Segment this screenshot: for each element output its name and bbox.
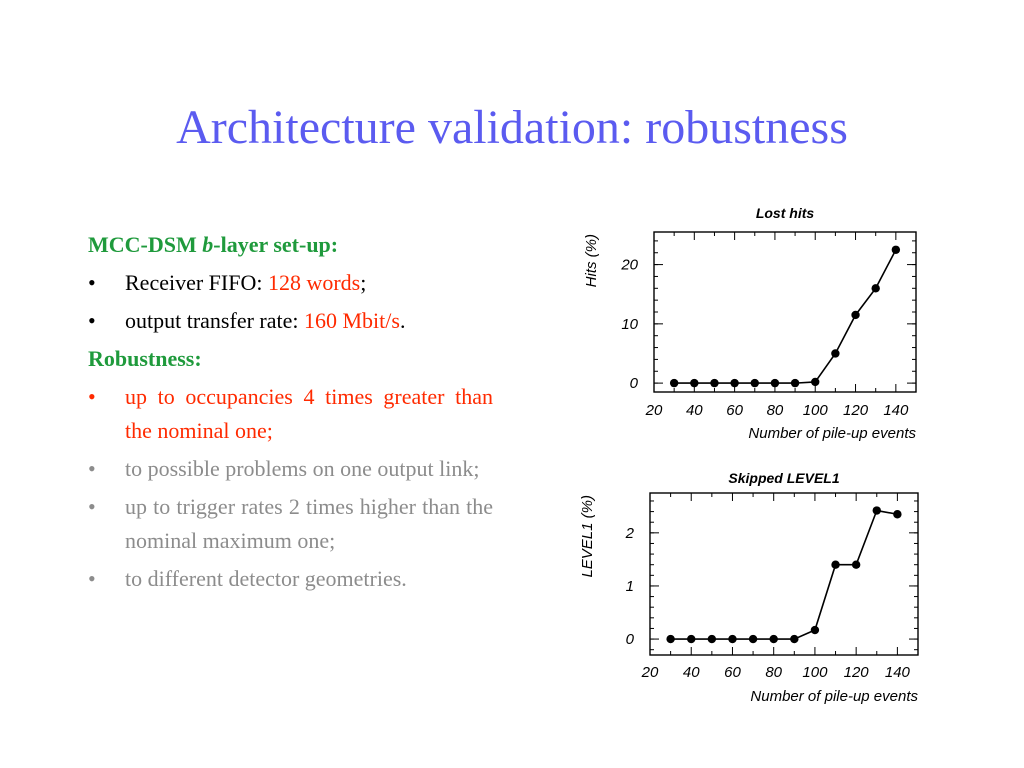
bullet-dot: • [88,308,96,333]
fifo-bullet: • Receiver FIFO: 128 words; [88,266,493,300]
y-tick-label: 1 [626,578,634,595]
data-point [690,378,699,388]
y-axis-label: LEVEL1 (%) [579,495,596,578]
data-point [748,634,758,644]
chart-title: Skipped LEVEL1 [728,470,839,486]
data-point [790,378,800,388]
chart-title: Lost hits [756,205,815,221]
data-point [710,378,719,388]
x-tick-label: 120 [844,664,870,681]
data-point [831,560,840,569]
robust-item-output-link: • to possible problems on one output link… [88,452,493,486]
data-point [831,349,840,358]
fifo-end: ; [360,270,367,295]
data-point [851,560,861,569]
x-tick-label: 60 [726,402,743,419]
bullet-dot: • [88,456,96,481]
plot-frame [653,231,917,393]
x-tick-label: 120 [843,402,869,419]
skipped-level1-chart: Skipped LEVEL1 20 40 60 80 100 120 140 0 1 2 Number… [579,470,919,705]
y-tick-label: 0 [626,631,635,648]
x-tick-label: 80 [765,664,782,681]
robust-item-text: up to occupancies 4 times greater than t… [125,384,493,443]
series-line [674,249,897,384]
y-tick-label: 2 [625,525,635,542]
setup-heading-b: b [202,232,214,257]
setup-heading: MCC-DSM b-layer set-up: [88,228,493,262]
robust-item-text: to possible problems on one output link; [125,456,480,481]
robust-item-text: to different detector geometries. [125,566,407,591]
x-tick-label: 60 [724,664,741,681]
x-tick-label: 80 [767,402,784,419]
data-point [810,625,820,635]
robustness-heading: Robustness: [88,346,202,371]
rate-bullet: • output transfer rate: 160 Mbit/s. [88,304,493,338]
rate-end: . [399,308,406,333]
data-point [893,510,902,519]
x-axis-label: Number of pile-up events [748,425,916,442]
rate-value: 160 Mbit/s [304,308,400,333]
y-tick-label: 0 [630,375,639,392]
data-point [669,378,679,388]
slide-title: Architecture validation: robustness [176,101,848,154]
setup-heading-pre: MCC-DSM [88,232,203,257]
y-tick-label: 10 [621,316,638,333]
data-point [707,634,717,644]
fifo-value: 128 words [267,270,361,295]
data-point [871,284,880,293]
data-point [872,506,881,515]
content-column: MCC-DSM b-layer set-up: • Receiver FIFO: … [88,228,493,596]
data-point [750,378,759,388]
bullet-dot: • [88,494,96,519]
x-tick-label: 20 [645,402,663,419]
series-line [670,509,898,640]
bullet-dot: • [88,270,96,295]
robust-item-geometries: • to different detector geometries. [88,562,493,596]
bullet-dot: • [88,384,96,409]
robust-item-text: up to trigger rates 2 times higher than … [125,494,493,553]
x-tick-label: 20 [641,664,659,681]
bullet-dot: • [88,566,96,591]
data-point [770,378,780,388]
lost-hits-chart: Lost hits 20 40 60 80 100 120 140 0 10 20 Number of… [583,205,917,442]
x-tick-label: 140 [885,664,911,681]
plot-frame [649,492,919,656]
setup-heading-post: -layer set-up: [213,232,339,257]
data-point [687,634,696,644]
x-axis-label: Number of pile-up events [750,688,918,705]
x-tick-label: 100 [802,664,828,681]
robust-item-occupancy: • up to occupancies 4 times greater than … [88,380,493,448]
rate-label: output transfer rate: [125,308,304,333]
data-point [790,634,799,644]
data-point [730,378,739,388]
x-tick-label: 100 [803,402,829,419]
x-tick-label: 40 [683,664,700,681]
x-tick-label: 40 [686,402,703,419]
robust-item-trigger-rates: • up to trigger rates 2 times higher than… [88,490,493,558]
y-axis-label: Hits (%) [583,234,600,287]
data-point [666,634,675,644]
data-point [769,634,778,644]
y-tick-label: 20 [620,257,638,274]
data-point [728,634,737,644]
data-point [891,245,901,254]
x-tick-label: 140 [883,402,909,419]
data-point [851,310,860,320]
fifo-label: Receiver FIFO: [125,270,268,295]
data-point [811,377,820,387]
